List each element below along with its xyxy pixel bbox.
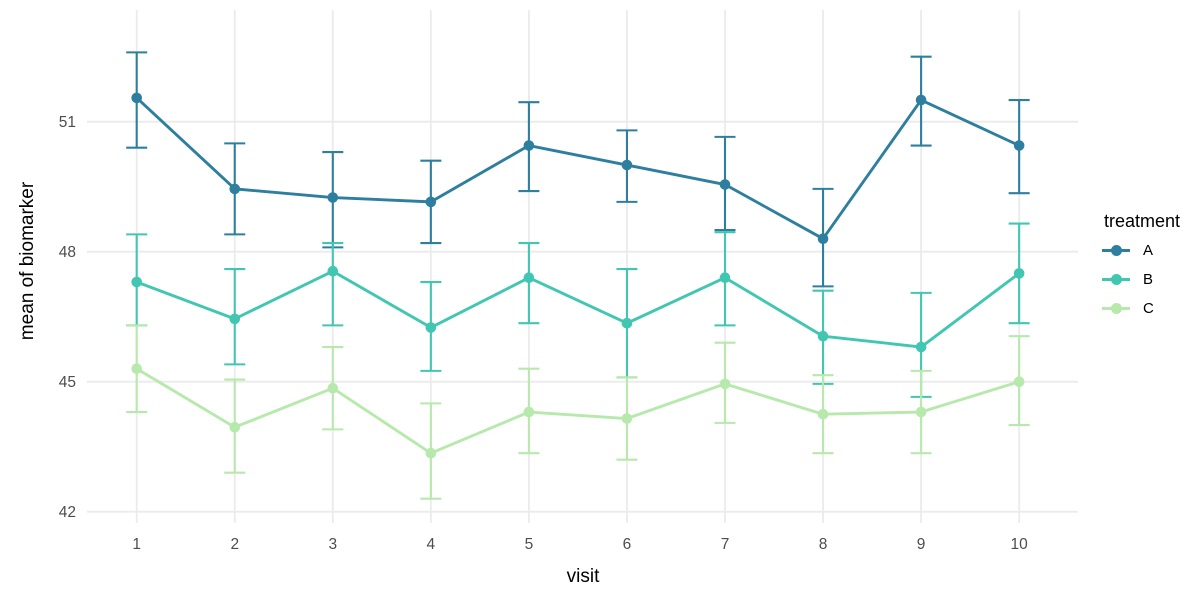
data-point-B: [817, 330, 829, 342]
y-tick-label: 48: [59, 244, 76, 261]
data-point-A: [327, 192, 339, 203]
x-tick-label: 7: [721, 536, 730, 553]
x-tick-label: 1: [132, 536, 141, 553]
x-tick-label: 8: [819, 536, 828, 553]
data-point-B: [131, 276, 142, 288]
data-point-B: [327, 265, 339, 277]
data-point-C: [817, 408, 829, 420]
data-point-B: [621, 317, 633, 329]
x-tick-label: 10: [1011, 536, 1029, 553]
data-point-C: [621, 413, 633, 424]
data-point-C: [425, 447, 437, 459]
legend: treatment A B C: [1096, 210, 1180, 323]
legend-key-b: [1101, 271, 1131, 289]
data-point-A: [229, 183, 241, 195]
data-point-A: [131, 92, 142, 104]
legend-item-c: C: [1096, 294, 1180, 323]
x-tick-label: 3: [328, 536, 337, 553]
legend-item-label: C: [1143, 300, 1154, 317]
y-tick-label: 45: [59, 374, 76, 391]
x-tick-label: 2: [230, 536, 239, 553]
y-axis-title: mean of biomarker: [17, 181, 38, 341]
data-point-B: [523, 272, 535, 284]
data-point-A: [523, 140, 535, 151]
y-tick-label: 51: [59, 114, 76, 131]
legend-title: treatment: [1104, 211, 1181, 231]
data-point-A: [817, 233, 829, 245]
x-tick-label: 5: [525, 536, 534, 553]
data-point-A: [621, 159, 633, 171]
data-point-C: [131, 363, 142, 375]
x-tick-label: 6: [623, 536, 632, 553]
legend-dot-icon: [1110, 245, 1122, 256]
x-axis-title: visit: [566, 566, 600, 587]
legend-item-b: B: [1096, 265, 1180, 294]
data-point-B: [425, 322, 437, 333]
data-point-A: [425, 196, 437, 208]
series-line-B: [136, 269, 1021, 349]
y-tick-label: 42: [59, 504, 76, 521]
data-point-C: [719, 378, 731, 390]
data-point-C: [327, 382, 339, 394]
x-tick-label: 4: [427, 536, 436, 553]
legend-key-c: [1101, 300, 1131, 318]
legend-dot-icon: [1110, 303, 1122, 314]
data-point-B: [1013, 268, 1025, 279]
data-point-B: [915, 341, 927, 353]
data-point-A: [1013, 140, 1025, 151]
data-point-B: [719, 272, 731, 284]
legend-item-label: B: [1143, 271, 1154, 288]
data-point-A: [915, 94, 927, 106]
data-point-C: [915, 406, 927, 418]
legend-key-a: [1101, 242, 1131, 260]
data-point-C: [1013, 376, 1025, 388]
series-line-A: [135, 96, 1020, 241]
legend-dot-icon: [1110, 274, 1122, 285]
data-point-A: [719, 179, 731, 190]
legend-item-a: A: [1096, 236, 1180, 265]
data-point-B: [229, 313, 241, 325]
legend-item-label: A: [1143, 242, 1154, 259]
series-line-C: [135, 367, 1020, 455]
data-point-C: [523, 406, 535, 418]
data-point-C: [229, 421, 241, 433]
x-tick-label: 9: [917, 536, 926, 553]
